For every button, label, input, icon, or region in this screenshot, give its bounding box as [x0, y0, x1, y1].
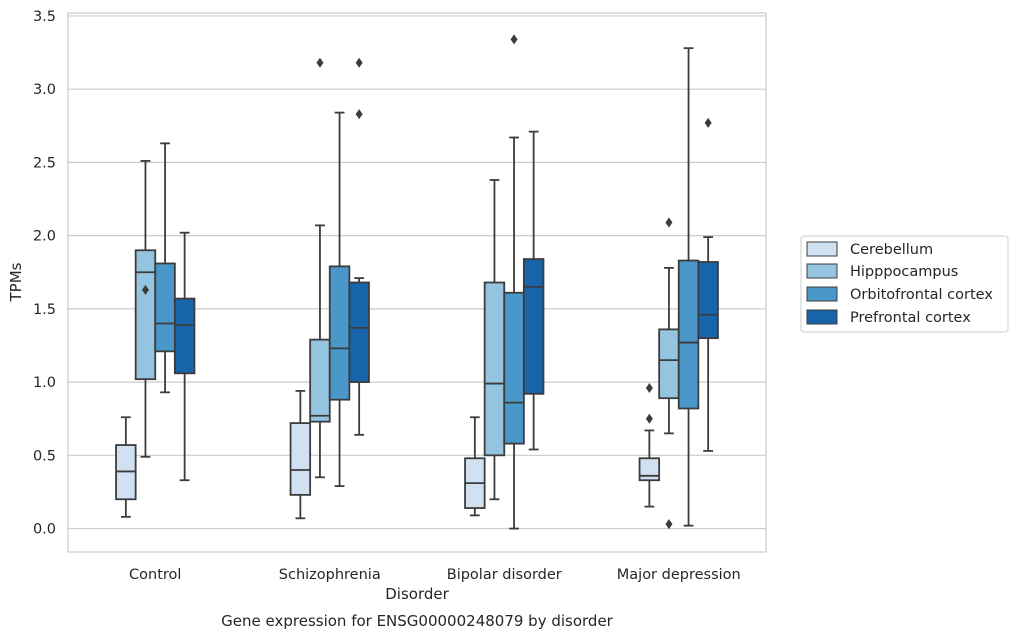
chart-title: Gene expression for ENSG00000248079 by d… — [221, 612, 614, 630]
box-hipppocampus — [658, 217, 680, 530]
box-prefrontal-cortex — [697, 117, 719, 452]
box-orbitofrontal-cortex — [677, 47, 700, 527]
box-iqr — [483, 281, 506, 457]
box-cerebellum — [464, 416, 486, 517]
box-orbitofrontal-cortex — [503, 34, 525, 530]
box-iqr — [658, 328, 680, 400]
outlier-point — [355, 109, 363, 120]
y-tick-label: 2.5 — [33, 155, 56, 171]
x-tick-label: Control — [129, 567, 181, 583]
legend-swatch-cerebellum — [806, 241, 838, 257]
box-iqr — [328, 265, 351, 401]
box-iqr — [638, 457, 661, 482]
outlier-point — [645, 413, 653, 424]
box-iqr — [173, 297, 196, 375]
legend-label-prefrontal: Prefrontal cortex — [850, 310, 971, 326]
box-prefrontal-cortex — [348, 57, 370, 436]
legend-label-orbitofrontal: Orbitofrontal cortex — [850, 287, 993, 303]
box-iqr — [697, 261, 719, 340]
y-tick-label: 1.0 — [33, 375, 56, 391]
outlier-point — [704, 117, 712, 128]
x-tick-label: Major depression — [617, 567, 741, 583]
box-iqr — [134, 249, 157, 381]
box-iqr — [289, 422, 312, 496]
box-prefrontal-cortex — [522, 130, 545, 451]
outlier-point — [665, 217, 673, 228]
box-hipppocampus — [309, 57, 331, 479]
outlier-point — [355, 57, 363, 68]
x-tick-label: Bipolar disorder — [447, 567, 562, 583]
plot-frame — [67, 12, 767, 553]
boxes — [115, 34, 719, 530]
box-iqr — [309, 338, 331, 423]
legend-frame — [800, 235, 1009, 333]
box-cerebellum — [115, 416, 137, 518]
x-tick-label: Schizophrenia — [279, 567, 381, 583]
y-tick-label: 1.5 — [33, 302, 56, 318]
box-prefrontal-cortex — [173, 231, 196, 482]
y-tick-label: 3.5 — [33, 9, 56, 25]
box-hipppocampus — [134, 160, 157, 458]
box-orbitofrontal-cortex — [328, 111, 351, 487]
box-iqr — [348, 281, 370, 383]
legend-label-hippocampus: Hipppocampus — [850, 264, 958, 280]
y-tick-label: 0.0 — [33, 522, 56, 538]
box-cerebellum — [289, 389, 312, 520]
y-axis-label: TPMs — [7, 262, 25, 302]
outlier-point — [665, 519, 673, 530]
box-iqr — [522, 258, 545, 395]
outlier-point — [510, 34, 518, 45]
outlier-point — [316, 57, 324, 68]
box-hipppocampus — [483, 179, 506, 501]
legend-label-cerebellum: Cerebellum — [850, 242, 933, 258]
legend-swatch-orbitofrontal — [806, 286, 838, 302]
legend-swatch-prefrontal — [806, 309, 838, 325]
y-tick-label: 2.0 — [33, 229, 56, 245]
box-iqr — [677, 259, 700, 410]
box-orbitofrontal-cortex — [154, 142, 176, 394]
box-iqr — [154, 262, 176, 353]
legend: Cerebellum Hipppocampus Orbitofrontal co… — [800, 235, 1009, 333]
y-axis-ticks: 0.0 0.5 1.0 1.5 2.0 2.5 3.0 3.5 — [33, 9, 56, 538]
outlier-point — [141, 284, 149, 295]
legend-swatch-hippocampus — [806, 263, 838, 279]
box-iqr — [503, 291, 525, 445]
x-axis-label: Disorder — [385, 585, 449, 603]
box-cerebellum — [638, 382, 661, 508]
y-tick-label: 3.0 — [33, 82, 56, 98]
y-tick-label: 0.5 — [33, 448, 56, 464]
outlier-point — [645, 382, 653, 393]
x-axis-ticks: Control Schizophrenia Bipolar disorder Majo… — [129, 567, 741, 583]
